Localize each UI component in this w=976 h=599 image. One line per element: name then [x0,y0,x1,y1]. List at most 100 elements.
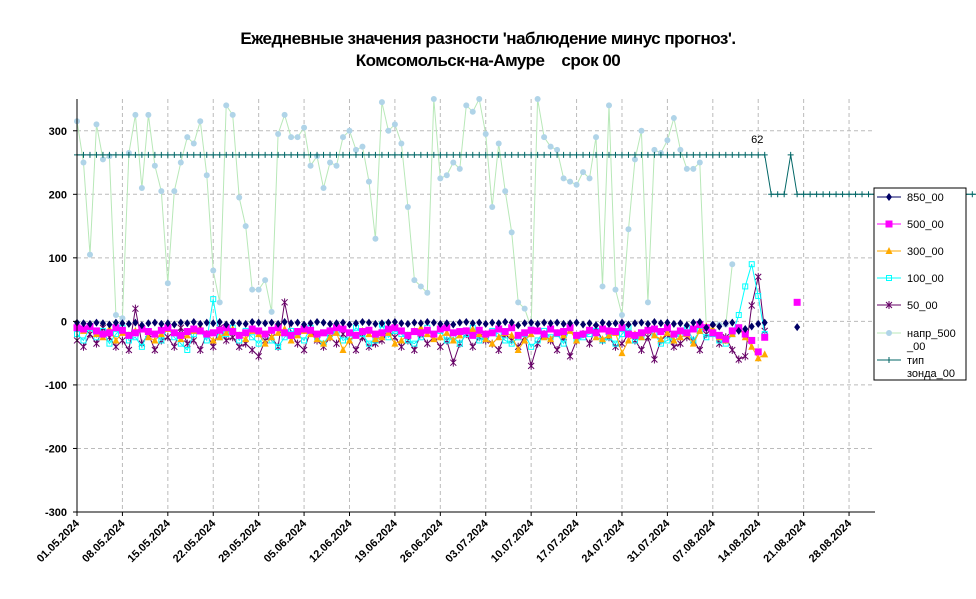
series-500-00-point [410,328,418,336]
series-100-00-point [210,296,217,303]
series-500-00-point [307,326,315,334]
series-850-00-point [651,318,658,327]
series-тип-зонда-00-point [839,191,846,198]
series-тип-зонда-00-point [365,151,372,158]
series-850-00-point [151,318,158,327]
series-тип-зонда-00-point [236,151,243,158]
series-50-00-point [333,339,340,348]
series-тип-зонда-00-point [586,151,593,158]
series-500-00-point [196,327,204,335]
series-напр-500-00-point [670,115,677,122]
series-напр-500-00-point [463,102,470,109]
series-850-00-point [657,319,664,328]
series-напр-500-00-point [177,159,184,166]
series-тип-зонда-00-point [210,151,217,158]
gridlines [77,99,875,512]
series-500-00-point [358,328,366,336]
series-500-00-point [722,335,730,343]
series-300-00-point [469,325,477,333]
series-напр-500-00-point [99,156,106,163]
series-850-00-point [515,321,522,330]
series-500-00-point [151,330,159,338]
legend-label: 50_00 [907,300,938,312]
series-500-00-point [624,330,632,338]
series-напр-500-00-point [288,134,295,141]
series-тип-зонда-00-line [77,154,976,195]
series-50-00-point [235,342,243,351]
series-50-00-point [411,345,418,354]
series-напр-500-00-point [534,96,541,102]
series-тип-зонда-00-point [404,151,411,158]
series-тип-зонда-00-point [554,151,561,158]
series-тип-зонда-00-point [119,151,126,158]
series-500-00-point [313,330,321,338]
plot-area [73,96,976,370]
series-850-00-point [333,319,340,328]
series-тип-зонда-00-point [450,151,457,158]
series-тип-зонда-00-point [547,151,554,158]
series-тип-зонда-00-point [683,151,690,158]
series-напр-500-00-point [86,251,93,258]
series-тип-зонда-00-point [794,191,801,198]
legend-item: 100_00 [877,273,944,285]
series-напр-500-00-point [593,134,600,141]
series-500-00-point [287,331,295,339]
series-850-00-point [249,318,256,327]
series-напр-500-00-point [547,143,554,150]
series-500-00-point [105,329,113,337]
series-850-00-point [417,319,424,328]
series-500-00-point [482,330,490,338]
series-100-00-point [560,340,567,347]
x-tick-label: 31.07.2024 [625,517,673,565]
series-850-00-point [703,323,710,332]
series-напр-500-00-point [450,159,457,166]
series-500-00-point [728,327,736,335]
series-напр-500-00-point [268,308,275,315]
series-850-00-point [86,319,93,328]
series-тип-зонда-00-point [541,151,548,158]
series-50-00-point [248,345,256,354]
series-напр-500-00-point [333,162,340,169]
series-850-00-point [171,320,178,329]
series-850-00-point [599,318,606,327]
legend-label: _00 [906,341,925,353]
series-300-00-point [209,336,217,344]
x-tick-label: 26.06.2024 [398,517,446,565]
series-300-00-point [676,333,684,341]
series-850-00-point [93,318,100,327]
series-850-00-point [696,318,703,327]
series-500-00-point [268,326,276,334]
series-тип-зонда-00-point [411,151,418,158]
series-напр-500-00-point [281,111,288,118]
series-напр-500-00-point [554,146,561,153]
series-тип-зонда-00-point [567,151,574,158]
y-tick-label: -200 [45,443,67,455]
series-850-00-point [735,326,742,335]
series-500-00-point [657,328,665,336]
series-100-00-point [203,337,210,344]
series-500-00-point [670,330,678,338]
series-напр-500-00-point [573,181,580,188]
series-тип-зонда-00-point [631,151,638,158]
series-тип-зонда-00-point [670,151,677,158]
series-100-00-point [106,340,113,347]
series-500-00-point [300,325,308,333]
legend-swatch-marker [885,220,893,228]
series-850-00-point [716,322,723,331]
legend-label: 100_00 [907,273,944,285]
y-tick-label: 0 [61,316,67,328]
series-850-00-point [670,319,677,328]
series-напр-500-00-point [443,172,450,179]
series-50-00-point [651,355,658,364]
series-100-00-point [340,337,346,344]
series-тип-зонда-00-point [606,151,612,158]
series-50-00-point [495,345,503,354]
series-500-00-point [170,329,178,337]
series-напр-500-00-point [469,108,476,115]
series-тип-зонда-00-point [294,151,301,158]
series-300-00-point [650,331,658,339]
series-напр-500-00-point [404,204,411,211]
series-500-00-point [579,330,587,338]
series-50-00-point [80,342,87,351]
series-тип-зонда-00-point [314,151,321,158]
